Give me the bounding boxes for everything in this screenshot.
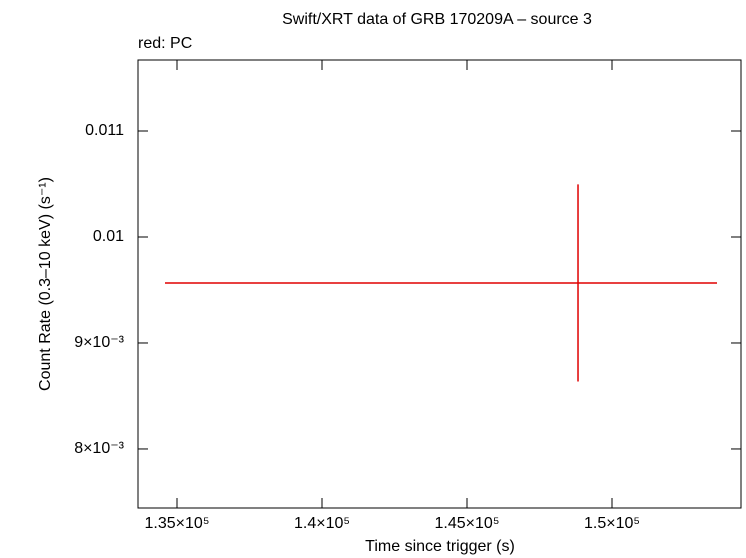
x-tick-label: 1.4×10⁵ <box>294 515 350 532</box>
y-tick-label: 0.01 <box>93 228 124 245</box>
y-tick-label: 9×10⁻³ <box>74 334 124 351</box>
subtitle: red: PC <box>138 35 192 52</box>
x-tick-label: 1.5×10⁵ <box>584 515 640 532</box>
y-tick-label: 8×10⁻³ <box>74 440 124 457</box>
y-axis-label: Count Rate (0.3–10 keV) (s⁻¹) <box>37 177 54 391</box>
chart-title: Swift/XRT data of GRB 170209A – source 3 <box>282 11 592 28</box>
plot-frame <box>137 59 742 509</box>
x-tick-label: 1.45×10⁵ <box>435 515 500 532</box>
y-tick-label: 0.011 <box>85 122 124 139</box>
x-tick-label: 1.35×10⁵ <box>145 515 210 532</box>
x-axis-label: Time since trigger (s) <box>365 538 515 555</box>
